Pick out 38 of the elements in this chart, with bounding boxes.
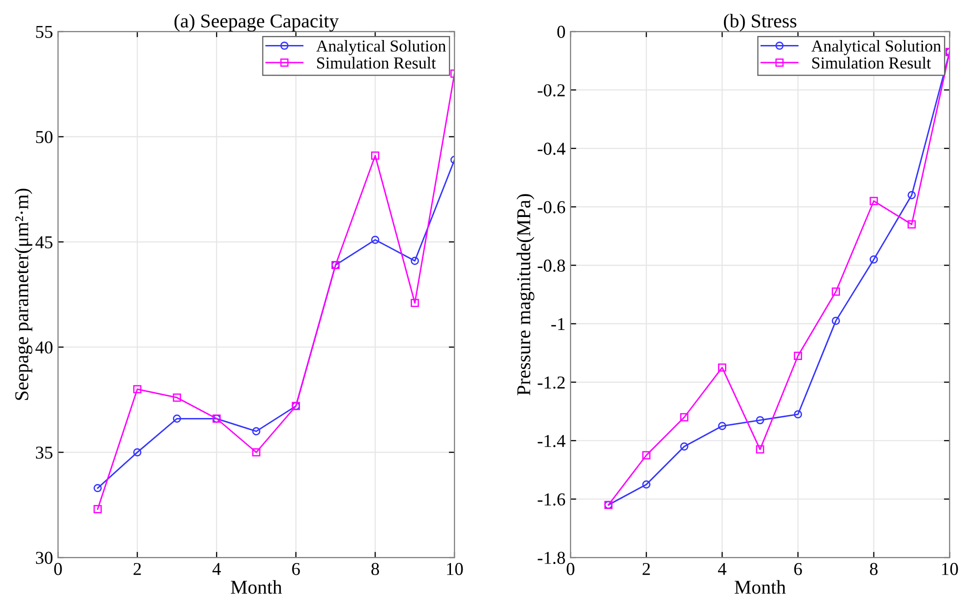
legend-label: Analytical Solution — [316, 40, 446, 56]
x-tick-label: 10 — [942, 562, 958, 576]
x-tick-label: 8 — [870, 562, 878, 576]
x-tick-label: 6 — [292, 562, 300, 576]
y-tick-label: -0.8 — [538, 260, 565, 272]
x-axis-title: Month — [230, 580, 282, 594]
y-axis-title: Seepage parameter(μm²·m) — [14, 188, 32, 400]
x-tick-label: 10 — [447, 562, 463, 576]
y-tick-label: -1.6 — [538, 493, 566, 506]
x-tick-label: 0 — [566, 562, 574, 576]
x-tick-label: 2 — [134, 562, 141, 575]
x-tick-label: 0 — [54, 562, 62, 576]
y-axis-title: Pressure magnitude(MPa) — [516, 194, 534, 396]
x-tick-label: 8 — [371, 562, 380, 576]
legend-label: Simulation Result — [812, 56, 931, 69]
y-tick-label: 30 — [36, 552, 52, 564]
y-tick-label: -0.2 — [538, 84, 565, 96]
y-tick-label: -0.6 — [538, 201, 566, 214]
y-tick-label: 55 — [36, 26, 52, 38]
x-axis-title: Month — [734, 580, 786, 594]
y-tick-label: 35 — [36, 446, 52, 459]
y-tick-label: 0 — [557, 26, 565, 38]
y-tick-label: -1.4 — [538, 434, 566, 448]
x-tick-label: 4 — [212, 563, 221, 575]
y-tick-label: -1.8 — [538, 552, 565, 564]
y-tick-label: -1.2 — [538, 376, 565, 389]
legend-label: Simulation Result — [317, 56, 436, 69]
y-tick-label: 50 — [36, 130, 52, 144]
x-tick-label: 2 — [642, 562, 650, 575]
chart-title: (a) Seepage Capacity — [174, 14, 339, 32]
x-tick-label: 6 — [794, 562, 802, 576]
y-tick-label: 40 — [35, 341, 52, 354]
y-tick-label: -0.4 — [538, 142, 566, 155]
y-tick-label: 45 — [35, 236, 52, 248]
chart-title: (b) Stress — [724, 14, 796, 32]
x-tick-label: 4 — [718, 563, 726, 575]
legend-label: Analytical Solution — [811, 40, 942, 56]
y-tick-label: -1 — [551, 318, 565, 330]
